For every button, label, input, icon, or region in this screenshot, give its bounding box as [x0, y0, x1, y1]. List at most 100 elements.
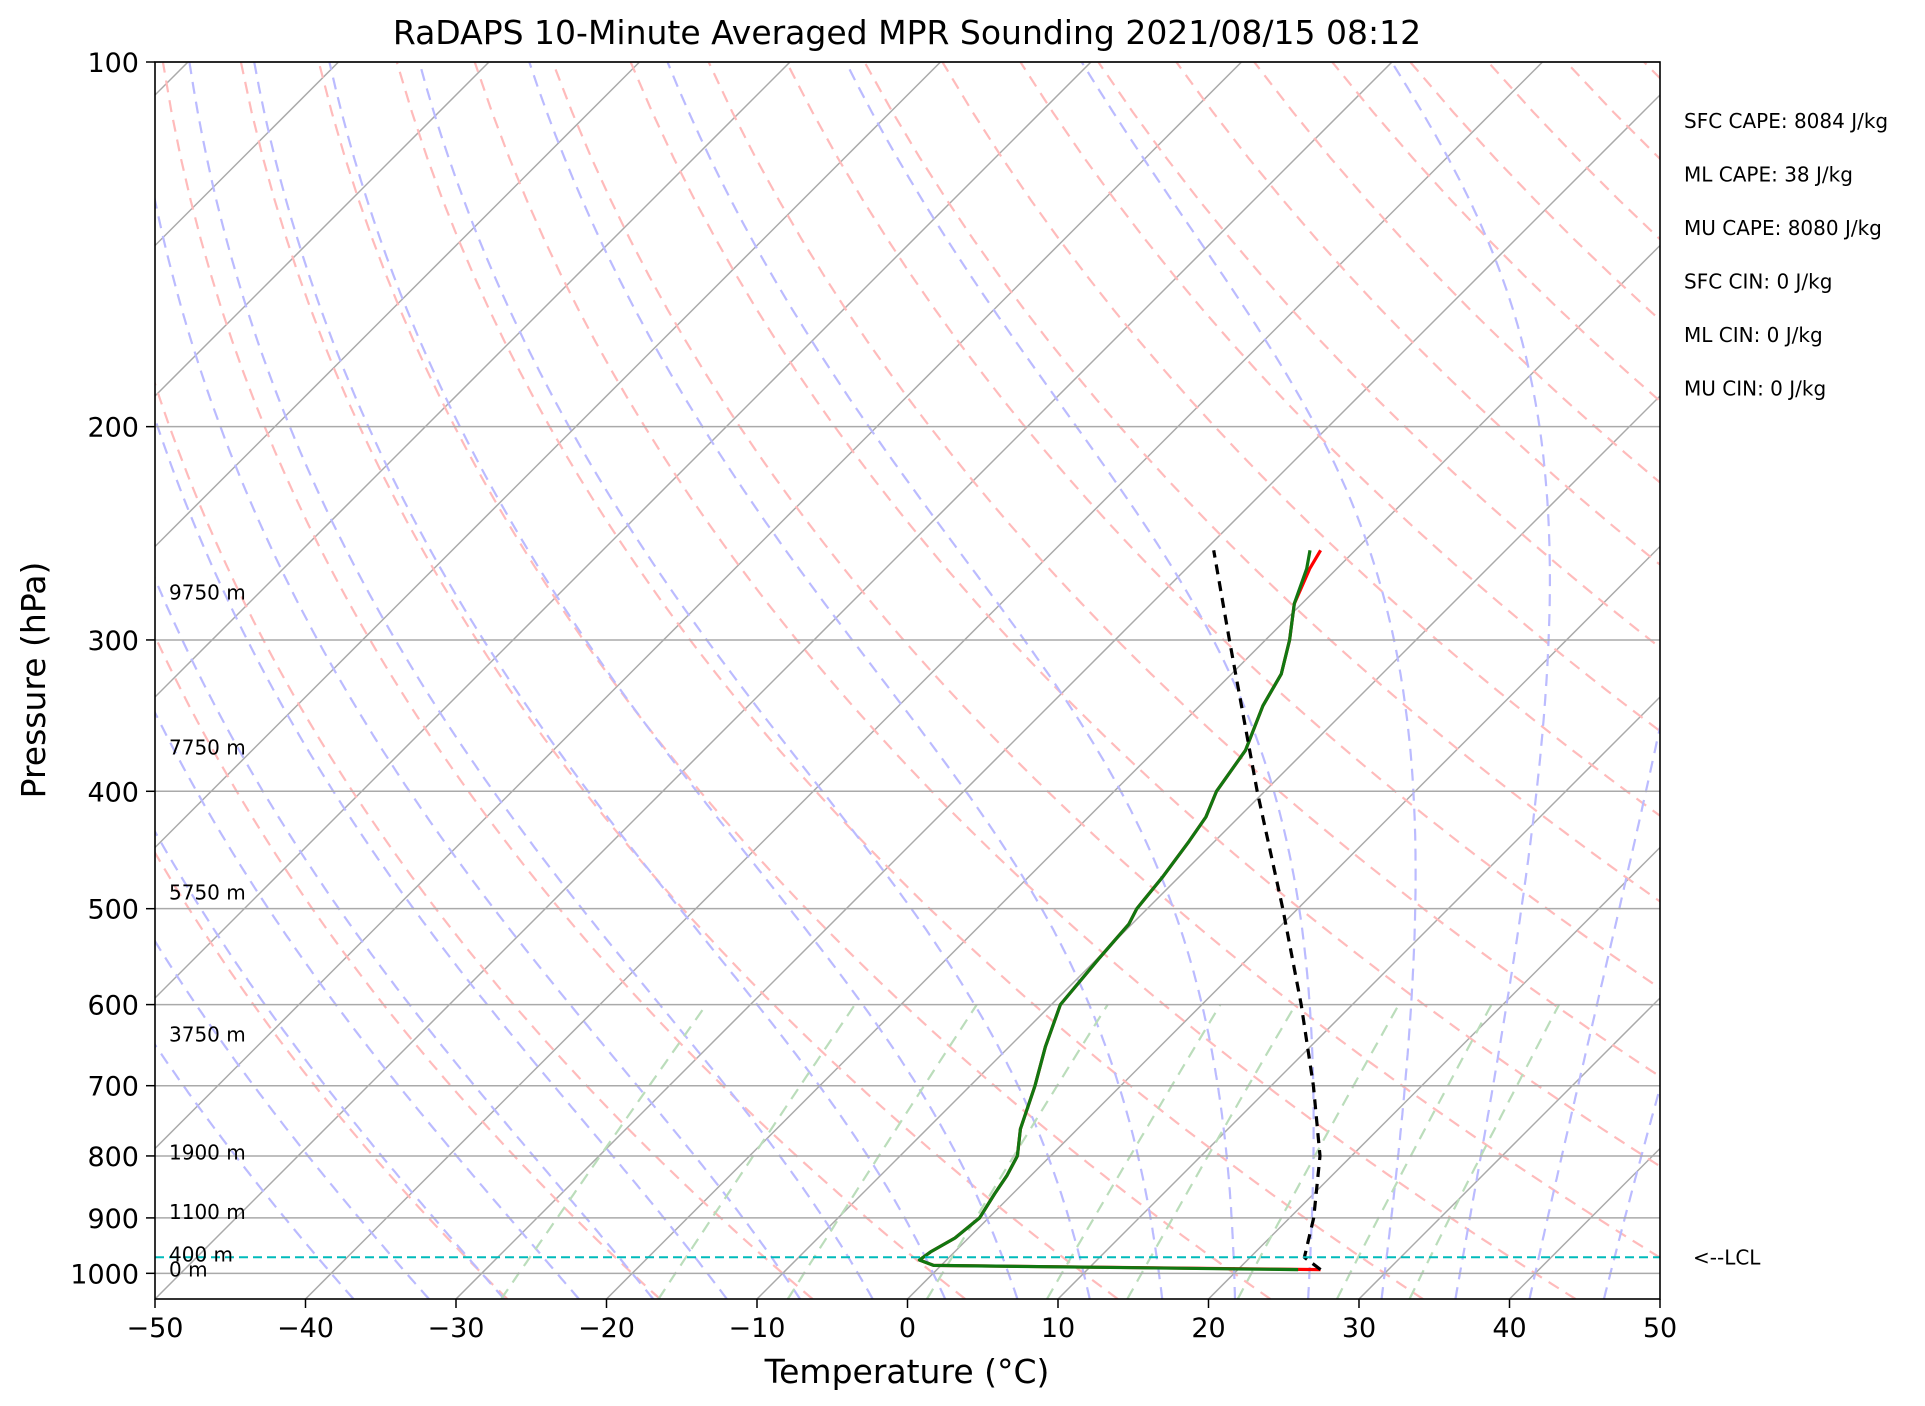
- dry-adiabat-line: [1643, 62, 1660, 80]
- moist-adiabat-line: [1528, 721, 1660, 1299]
- stability-stats: SFC CAPE: 8084 J/kg ML CAPE: 38 J/kg MU CA…: [1684, 109, 1888, 401]
- dry-adiabat-line: [1722, 62, 1925, 1299]
- moist-adiabat-line: [155, 575, 655, 1299]
- y-axis-label: Pressure (hPa): [14, 562, 53, 799]
- dry-adiabat-line: [1097, 62, 1660, 649]
- lcl-label: <--LCL: [1693, 1245, 1761, 1269]
- moist-adiabat-line: [528, 62, 1164, 1299]
- stat-line: ML CAPE: 38 J/kg: [1684, 163, 1853, 187]
- y-tick-label: 500: [87, 895, 139, 926]
- isotherm-line: [1659, 1297, 1660, 1299]
- stat-line: SFC CAPE: 8084 J/kg: [1684, 109, 1888, 133]
- moist-adiabat-line: [155, 939, 430, 1299]
- isotherm-line: [1358, 996, 1660, 1299]
- dry-adiabat-line: [1331, 62, 1660, 403]
- isotherm-line: [1207, 846, 1660, 1299]
- dry-adiabat-line: [239, 62, 1119, 1299]
- x-tick-label: −50: [127, 1313, 184, 1344]
- moist-adiabat-line: [155, 415, 728, 1299]
- dry-adiabat-line: [629, 62, 1660, 1168]
- dry-adiabat-line: [863, 62, 1660, 903]
- dry-adiabat-line: [317, 62, 1272, 1299]
- x-tick-label: 30: [1342, 1313, 1376, 1344]
- isotherm-line: [155, 62, 490, 398]
- moist-adiabat-line: [328, 62, 1019, 1299]
- stat-line: MU CIN: 0 J/kg: [1684, 377, 1826, 401]
- x-tick-label: 0: [899, 1313, 916, 1344]
- isotherm-line: [756, 394, 1660, 1299]
- isotherm-line: [304, 62, 1544, 1299]
- y-tick-label: 700: [87, 1072, 139, 1103]
- mixing-ratio-line: [1046, 1004, 1222, 1299]
- y-axis-ticks: 1000 900 800 700 600 500 400 300 200 100: [70, 48, 155, 1290]
- mixing-ratio-line: [925, 1004, 1109, 1299]
- mixing-ratio-line: [657, 1003, 856, 1299]
- y-tick-label: 200: [87, 413, 139, 444]
- parcel-line: [1212, 550, 1322, 1271]
- data-lines: [155, 549, 1660, 1272]
- dry-adiabat-line: [395, 62, 1424, 1299]
- moist-adiabat-line: [188, 62, 874, 1299]
- x-tick-label: 40: [1492, 1313, 1526, 1344]
- mixing-ratio-line: [500, 1003, 708, 1299]
- dry-adiabat-line: [473, 62, 1577, 1299]
- dry-adiabat-line: [155, 380, 814, 1299]
- moist-adiabat-line: [666, 62, 1237, 1299]
- mixing-ratio-line: [1408, 1004, 1561, 1299]
- moist-adiabat-line: [253, 62, 947, 1299]
- moist-adiabat-line: [418, 62, 1091, 1299]
- stat-line: MU CAPE: 8080 J/kg: [1684, 216, 1882, 240]
- height-label: 1100 m: [169, 1200, 246, 1224]
- moist-adiabat-line: [844, 62, 1315, 1299]
- dry-adiabat-line: [707, 62, 1660, 1078]
- height-label: 3750 m: [169, 1022, 246, 1046]
- dry-adiabat-line: [1487, 62, 1660, 241]
- height-label: 0 m: [169, 1258, 208, 1282]
- dry-adiabat-line: [1175, 62, 1660, 567]
- stat-line: ML CIN: 0 J/kg: [1684, 323, 1823, 347]
- x-tick-label: −10: [729, 1313, 786, 1344]
- isotherm-line: [906, 545, 1660, 1299]
- x-tick-label: −40: [277, 1313, 334, 1344]
- y-tick-label: 1000: [70, 1259, 139, 1290]
- dry-adiabat-line: [551, 62, 1660, 1259]
- dry-adiabat-line: [161, 62, 966, 1299]
- isotherm-line: [155, 62, 641, 548]
- temperature-line: [917, 549, 1322, 1272]
- moist-adiabat-line: [155, 710, 580, 1299]
- y-tick-label: 300: [87, 626, 139, 657]
- isotherm-line: [155, 62, 1243, 1150]
- dry-adiabat-line: [1565, 62, 1660, 161]
- mixing-ratio-line: [1336, 1004, 1493, 1299]
- y-tick-label: 400: [87, 777, 139, 808]
- height-label: 7750 m: [169, 735, 246, 759]
- dry-adiabat-line: [785, 62, 1660, 990]
- dry-adiabat-line: [1253, 62, 1660, 484]
- isotherm-line: [155, 62, 942, 849]
- dry-adiabat-line: [941, 62, 1660, 818]
- height-label: 5750 m: [169, 881, 246, 905]
- moist-adiabat-line: [1390, 62, 1552, 1299]
- mixing-ratio-line: [1236, 1004, 1400, 1299]
- y-tick-label: 600: [87, 991, 139, 1022]
- isotherm-line: [155, 62, 791, 699]
- isotherm-line: [1057, 695, 1660, 1299]
- chart-title: RaDAPS 10-Minute Averaged MPR Sounding 2…: [393, 13, 1421, 52]
- x-tick-label: −30: [428, 1313, 485, 1344]
- stat-line: SFC CIN: 0 J/kg: [1684, 270, 1832, 294]
- dewpoint-line: [917, 550, 1312, 1272]
- background-lines: [155, 62, 1925, 1299]
- pressure-gridlines: [155, 61, 1660, 1275]
- y-tick-label: 900: [87, 1204, 139, 1235]
- mixing-ratio-line: [786, 1003, 978, 1299]
- isotherm-line: [155, 62, 1393, 1299]
- x-tick-label: −20: [578, 1313, 635, 1344]
- height-label: 400 m: [169, 1243, 233, 1267]
- isotherm-line: [155, 62, 1092, 1000]
- y-tick-label: 100: [87, 48, 139, 79]
- moist-adiabat-line: [155, 194, 801, 1299]
- isotherm-line: [455, 93, 1660, 1299]
- height-label: 9750 m: [169, 580, 246, 604]
- isotherm-line: [605, 244, 1660, 1299]
